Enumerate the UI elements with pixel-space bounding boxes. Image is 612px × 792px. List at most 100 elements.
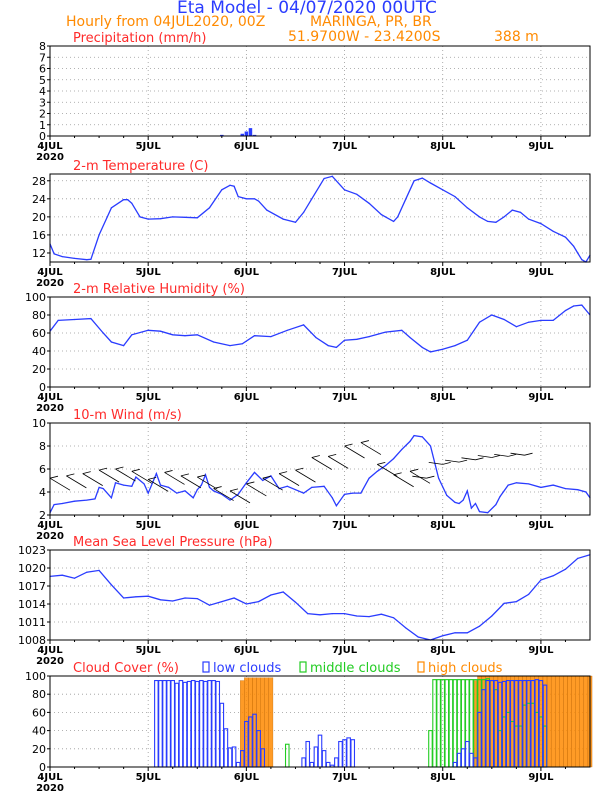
pressure-data-point: [491, 615, 493, 617]
precipitation-ytick-label: 4: [39, 85, 46, 98]
wind-xtick-label: 4JUL: [37, 520, 63, 531]
low-cloud-bar: [194, 680, 200, 768]
cloud-cover-xtick-label: 9JUL: [528, 772, 554, 783]
low-cloud-bar: [158, 679, 163, 768]
temperature-data-point: [405, 198, 407, 200]
humidity-data-point: [442, 348, 444, 350]
wind-data-point: [446, 494, 448, 497]
forecast-period: Hourly from 04JUL2020, 00Z: [66, 14, 266, 30]
precipitation-bar: [252, 134, 257, 136]
station-coordinates: 51.9700W - 23.4200S: [288, 29, 441, 45]
precipitation-panel: [47, 45, 591, 140]
pressure-data-point: [184, 597, 186, 599]
wind-barb-feather: [66, 473, 75, 477]
wind-barb: [344, 443, 365, 459]
middle-cloud-bar: [284, 743, 290, 768]
wind-barb-feather: [148, 476, 157, 480]
humidity-xtick-label: 4JUL: [37, 392, 63, 403]
precipitation-xtick-label: 8JUL: [430, 141, 456, 152]
humidity-data-point: [503, 318, 505, 321]
pressure-ytick-label: 1023: [18, 544, 46, 557]
low-cloud-bar: [301, 757, 306, 768]
wind-xtick-label: 9JUL: [528, 520, 554, 531]
temperature-data-point: [245, 198, 247, 200]
pressure-data-point: [552, 575, 554, 577]
wind-data-point: [401, 448, 403, 451]
wind-barb-shaft: [197, 476, 218, 490]
wind-data-point: [495, 504, 497, 506]
middle-cloud-bar: [452, 679, 458, 768]
middle-cloud-bar: [448, 679, 454, 768]
wind-barb-shaft: [49, 477, 71, 491]
low-cloud-bar: [211, 679, 216, 768]
wind-data-point: [474, 502, 477, 505]
humidity-data-point: [409, 336, 411, 339]
wind-data-point: [94, 498, 96, 500]
wind-barb-shaft: [510, 452, 525, 456]
precipitation-bar: [240, 133, 245, 136]
low-cloud-bar: [182, 681, 188, 768]
temperature-data-point: [221, 189, 223, 191]
wind-barb-feather: [295, 467, 304, 471]
wind-barb-feather: [442, 462, 451, 465]
wind-data-point: [413, 435, 415, 437]
humidity-frame: [49, 296, 591, 388]
wind-barb: [445, 459, 468, 463]
low-cloud-bar: [338, 740, 343, 768]
low-cloud-bar: [231, 746, 237, 768]
temperature-data-point: [184, 216, 186, 218]
wind-barb-shaft: [477, 455, 492, 458]
humidity-data-point: [491, 314, 493, 316]
low-cloud-bar: [207, 679, 212, 768]
pressure-data-point: [442, 635, 444, 637]
temperature-data-point: [73, 257, 76, 259]
temperature-data-point: [110, 207, 112, 209]
wind-ytick-label: 2: [39, 509, 46, 522]
wind-barb: [311, 455, 333, 470]
pressure-data-point: [172, 600, 174, 602]
temperature-data-point: [208, 207, 211, 209]
humidity-data-point: [454, 345, 456, 347]
humidity-xtick-label: 7JUL: [332, 392, 358, 403]
wind-data-point: [294, 489, 297, 491]
wind-data-point: [470, 507, 472, 509]
wind-barb-shaft: [360, 442, 382, 455]
wind-data-point: [454, 501, 456, 503]
temperature-data-point: [159, 218, 162, 220]
cloud-cover-xtick-label: 8JUL: [430, 772, 456, 783]
precipitation-xtick-label: 5JUL: [136, 141, 162, 152]
wind-data-point: [368, 477, 370, 479]
cloud-cover-ytick-label: 60: [32, 706, 46, 719]
precipitation-xtick-label: 6JUL: [234, 141, 260, 152]
pressure-data-point: [356, 615, 358, 617]
wind-data-point: [61, 502, 63, 505]
pressure-data-point: [245, 603, 247, 605]
temperature-data-point: [172, 216, 174, 218]
humidity-data-point: [270, 336, 272, 338]
wind-year-label: 2020: [36, 531, 64, 542]
temperature-ytick-label: 28: [32, 175, 46, 188]
low-cloud-bar: [334, 757, 339, 768]
humidity-data-point: [131, 334, 133, 336]
high-cloud-bar: [559, 675, 564, 768]
wind-barb-shaft: [311, 457, 333, 470]
wind-data-point: [564, 487, 567, 490]
wind-data-point: [192, 497, 194, 499]
wind-data-point: [143, 483, 145, 485]
temperature-data-point: [61, 255, 63, 258]
precipitation-ytick-label: 0: [39, 130, 46, 143]
wind-data-point: [376, 470, 378, 472]
humidity-data-point: [343, 339, 346, 341]
temperature-data-point: [552, 230, 554, 232]
wind-barb: [66, 473, 87, 489]
temperature-data-point: [397, 216, 399, 218]
temperature-xtick-label: 4JUL: [37, 267, 63, 278]
temperature-year-label: 2020: [36, 278, 64, 289]
pressure-data-point: [61, 574, 63, 576]
wind-ytick-label: 6: [39, 463, 46, 476]
temperature-data-point: [98, 234, 100, 236]
humidity-ytick-label: 100: [25, 291, 46, 304]
low-cloud-bar: [174, 682, 180, 768]
humidity-data-point: [581, 304, 583, 306]
wind-barb: [49, 475, 71, 491]
